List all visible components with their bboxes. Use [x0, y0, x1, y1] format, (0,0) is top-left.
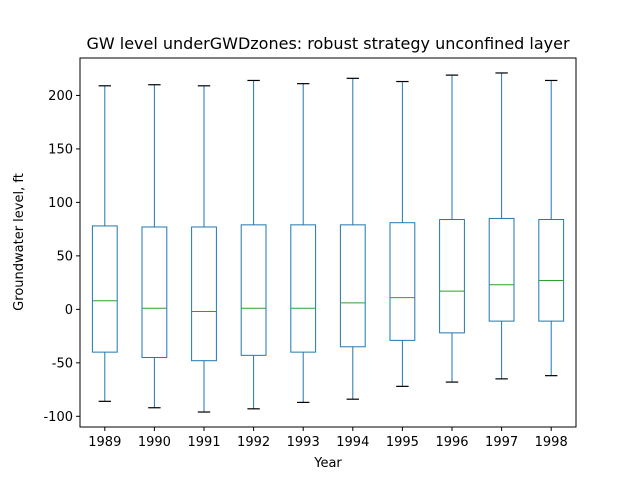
- iqr-box: [439, 219, 465, 334]
- y-tick-label: 0: [65, 303, 73, 318]
- box-group-1989: [91, 85, 118, 402]
- y-tick-label: 100: [48, 196, 73, 211]
- x-axis-label: Year: [313, 456, 342, 471]
- x-tick-label: 1990: [138, 435, 171, 450]
- iqr-box: [91, 225, 118, 353]
- chart-title: GW level underGWDzones: robust strategy …: [86, 34, 570, 53]
- x-tick-label: 1993: [287, 435, 320, 450]
- iqr-box: [290, 224, 317, 353]
- iqr-box: [191, 226, 217, 362]
- iqr-box: [339, 224, 366, 348]
- x-tick-label: 1994: [336, 435, 369, 450]
- iqr-box: [240, 224, 267, 356]
- x-tick-label: 1989: [88, 435, 121, 450]
- x-tick-label: 1997: [485, 435, 518, 450]
- box-group-1994: [339, 77, 366, 400]
- iqr-box: [389, 222, 416, 341]
- y-tick-label: 50: [56, 249, 73, 264]
- y-tick-label: -50: [52, 356, 73, 371]
- iqr-box: [538, 219, 565, 322]
- iqr-box: [488, 217, 515, 322]
- y-tick-label: 200: [48, 89, 73, 104]
- box-group-1998: [538, 79, 565, 377]
- plot-frame: [79, 57, 577, 428]
- x-tick-label: 1991: [187, 435, 220, 450]
- box-group-1996: [439, 74, 465, 383]
- box-group-1992: [240, 79, 267, 410]
- iqr-box: [141, 226, 168, 358]
- y-axis-label: Groundwater level, ft: [12, 173, 27, 311]
- box-group-1993: [290, 83, 317, 403]
- x-tick-label: 1995: [386, 435, 419, 450]
- plot-area: -100 -50 0 50 100 150 200 1989 1990 1991 1992 1993 1…: [43, 72, 568, 450]
- box-group-1991: [191, 85, 217, 413]
- x-tick-label: 1996: [435, 435, 468, 450]
- y-tick-label: 150: [48, 142, 73, 157]
- x-tick-label: 1998: [535, 435, 568, 450]
- box-group-1990: [141, 84, 168, 409]
- y-tick-label: -100: [43, 410, 73, 425]
- box-group-1997: [488, 72, 515, 380]
- box-group-1995: [389, 80, 416, 387]
- x-tick-label: 1992: [237, 435, 270, 450]
